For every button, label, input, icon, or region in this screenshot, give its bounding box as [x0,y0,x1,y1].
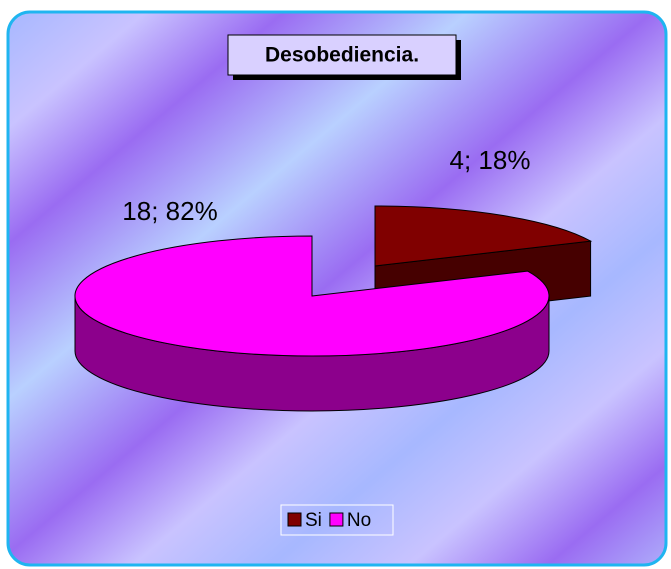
legend-swatch [287,512,302,527]
slice [374,205,593,267]
title-box [227,34,457,76]
legend-swatch [329,512,344,527]
chart-area [6,10,668,567]
chart-title: Desobediencia. [265,44,419,67]
data-label: 4; 18% [450,145,531,175]
legend-label: Si [305,510,322,531]
legend-label: No [347,510,371,531]
legend-box [280,504,394,536]
data-label: 18; 82% [122,196,217,226]
slice [74,235,550,357]
